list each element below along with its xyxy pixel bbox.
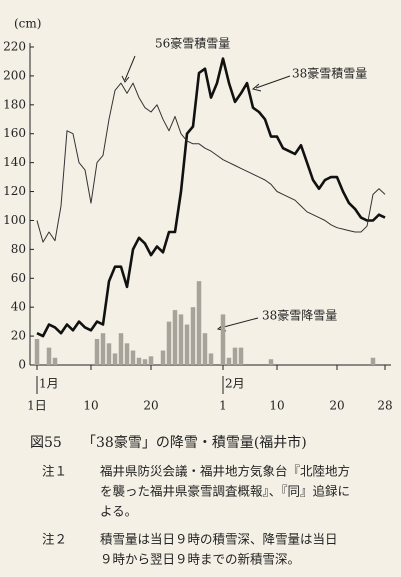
bar	[34, 338, 40, 365]
y-tick-label: 20	[11, 329, 26, 343]
annotation-arrow	[124, 55, 136, 81]
bar	[136, 357, 142, 365]
y-tick-label: 140	[3, 155, 26, 169]
note-label: 注１	[42, 464, 67, 479]
bar	[232, 347, 238, 365]
x-tick-label: 20	[329, 399, 344, 413]
line	[36, 57, 386, 338]
bar	[100, 333, 106, 365]
annotation-arrow	[219, 317, 259, 329]
bar	[106, 343, 112, 365]
bar	[160, 350, 166, 365]
x-tick-label: 1日	[27, 399, 47, 413]
bar	[268, 359, 274, 365]
bar	[46, 347, 52, 365]
y-tick-label: 180	[3, 97, 26, 111]
line	[36, 82, 386, 243]
bar	[130, 350, 136, 365]
note-line: を襲った福井県豪雪調査概報』、『同』追録に	[100, 484, 350, 499]
note-label: 注２	[42, 532, 67, 547]
notes: 注１ 福井県防災会議・福井地方気象台『北陸地方を襲った福井県豪雪調査概報』、『同』…	[42, 464, 350, 567]
y-tick-label: 220	[3, 40, 26, 54]
bar	[370, 357, 376, 365]
arrow-head	[251, 83, 262, 92]
bar	[208, 353, 214, 365]
bar	[220, 314, 226, 365]
y-tick-label: 60	[11, 271, 26, 285]
x-tick-label: 28	[377, 399, 392, 413]
bar	[118, 333, 124, 365]
note-line: よる。	[100, 504, 137, 519]
caption-label: 図55	[30, 435, 62, 451]
y-tick-label: 200	[3, 68, 26, 82]
y-tick-label: 0	[18, 358, 26, 372]
bar	[190, 307, 196, 365]
annotation: 38豪雪降雪量	[262, 308, 337, 323]
annotation: 38豪雪積雪量	[292, 66, 367, 81]
x-tick-label: 1	[219, 399, 227, 413]
arrow-head	[121, 75, 130, 83]
y-tick-label: 40	[11, 300, 26, 314]
bar	[166, 321, 172, 365]
bar	[112, 353, 118, 365]
note-line: ９時から翌日９時までの新積雪深。	[100, 552, 300, 567]
y-tick-label: 120	[3, 184, 26, 198]
bar	[94, 338, 100, 365]
caption-title: 「38豪雪」の降雪・積雪量(福井市)	[82, 434, 307, 451]
month-label: 2月	[225, 377, 245, 391]
x-tick-label: 10	[83, 399, 98, 413]
x-tick-label: 20	[143, 399, 158, 413]
bar	[184, 324, 190, 365]
bar	[52, 357, 58, 365]
bar	[196, 281, 202, 365]
y-unit-label: (cm)	[14, 17, 41, 31]
bar	[148, 356, 154, 365]
bar	[124, 343, 130, 365]
bar	[226, 357, 232, 365]
note-line: 福井県防災会議・福井地方気象台『北陸地方	[100, 464, 350, 479]
y-tick-label: 80	[11, 242, 26, 256]
note-line: 積雪量は当日９時の積雪深、降雪量は当日	[100, 532, 338, 547]
bar	[238, 347, 244, 365]
month-label: 1月	[39, 377, 59, 391]
bar	[142, 359, 148, 365]
bar	[202, 333, 208, 365]
annotation-arrow	[255, 75, 291, 89]
bar	[172, 310, 178, 365]
y-tick-label: 100	[3, 213, 26, 227]
x-tick-label: 10	[269, 399, 284, 413]
y-tick-label: 160	[3, 126, 26, 140]
bar	[178, 314, 184, 365]
annotation: 56豪雪積雪量	[155, 36, 230, 51]
